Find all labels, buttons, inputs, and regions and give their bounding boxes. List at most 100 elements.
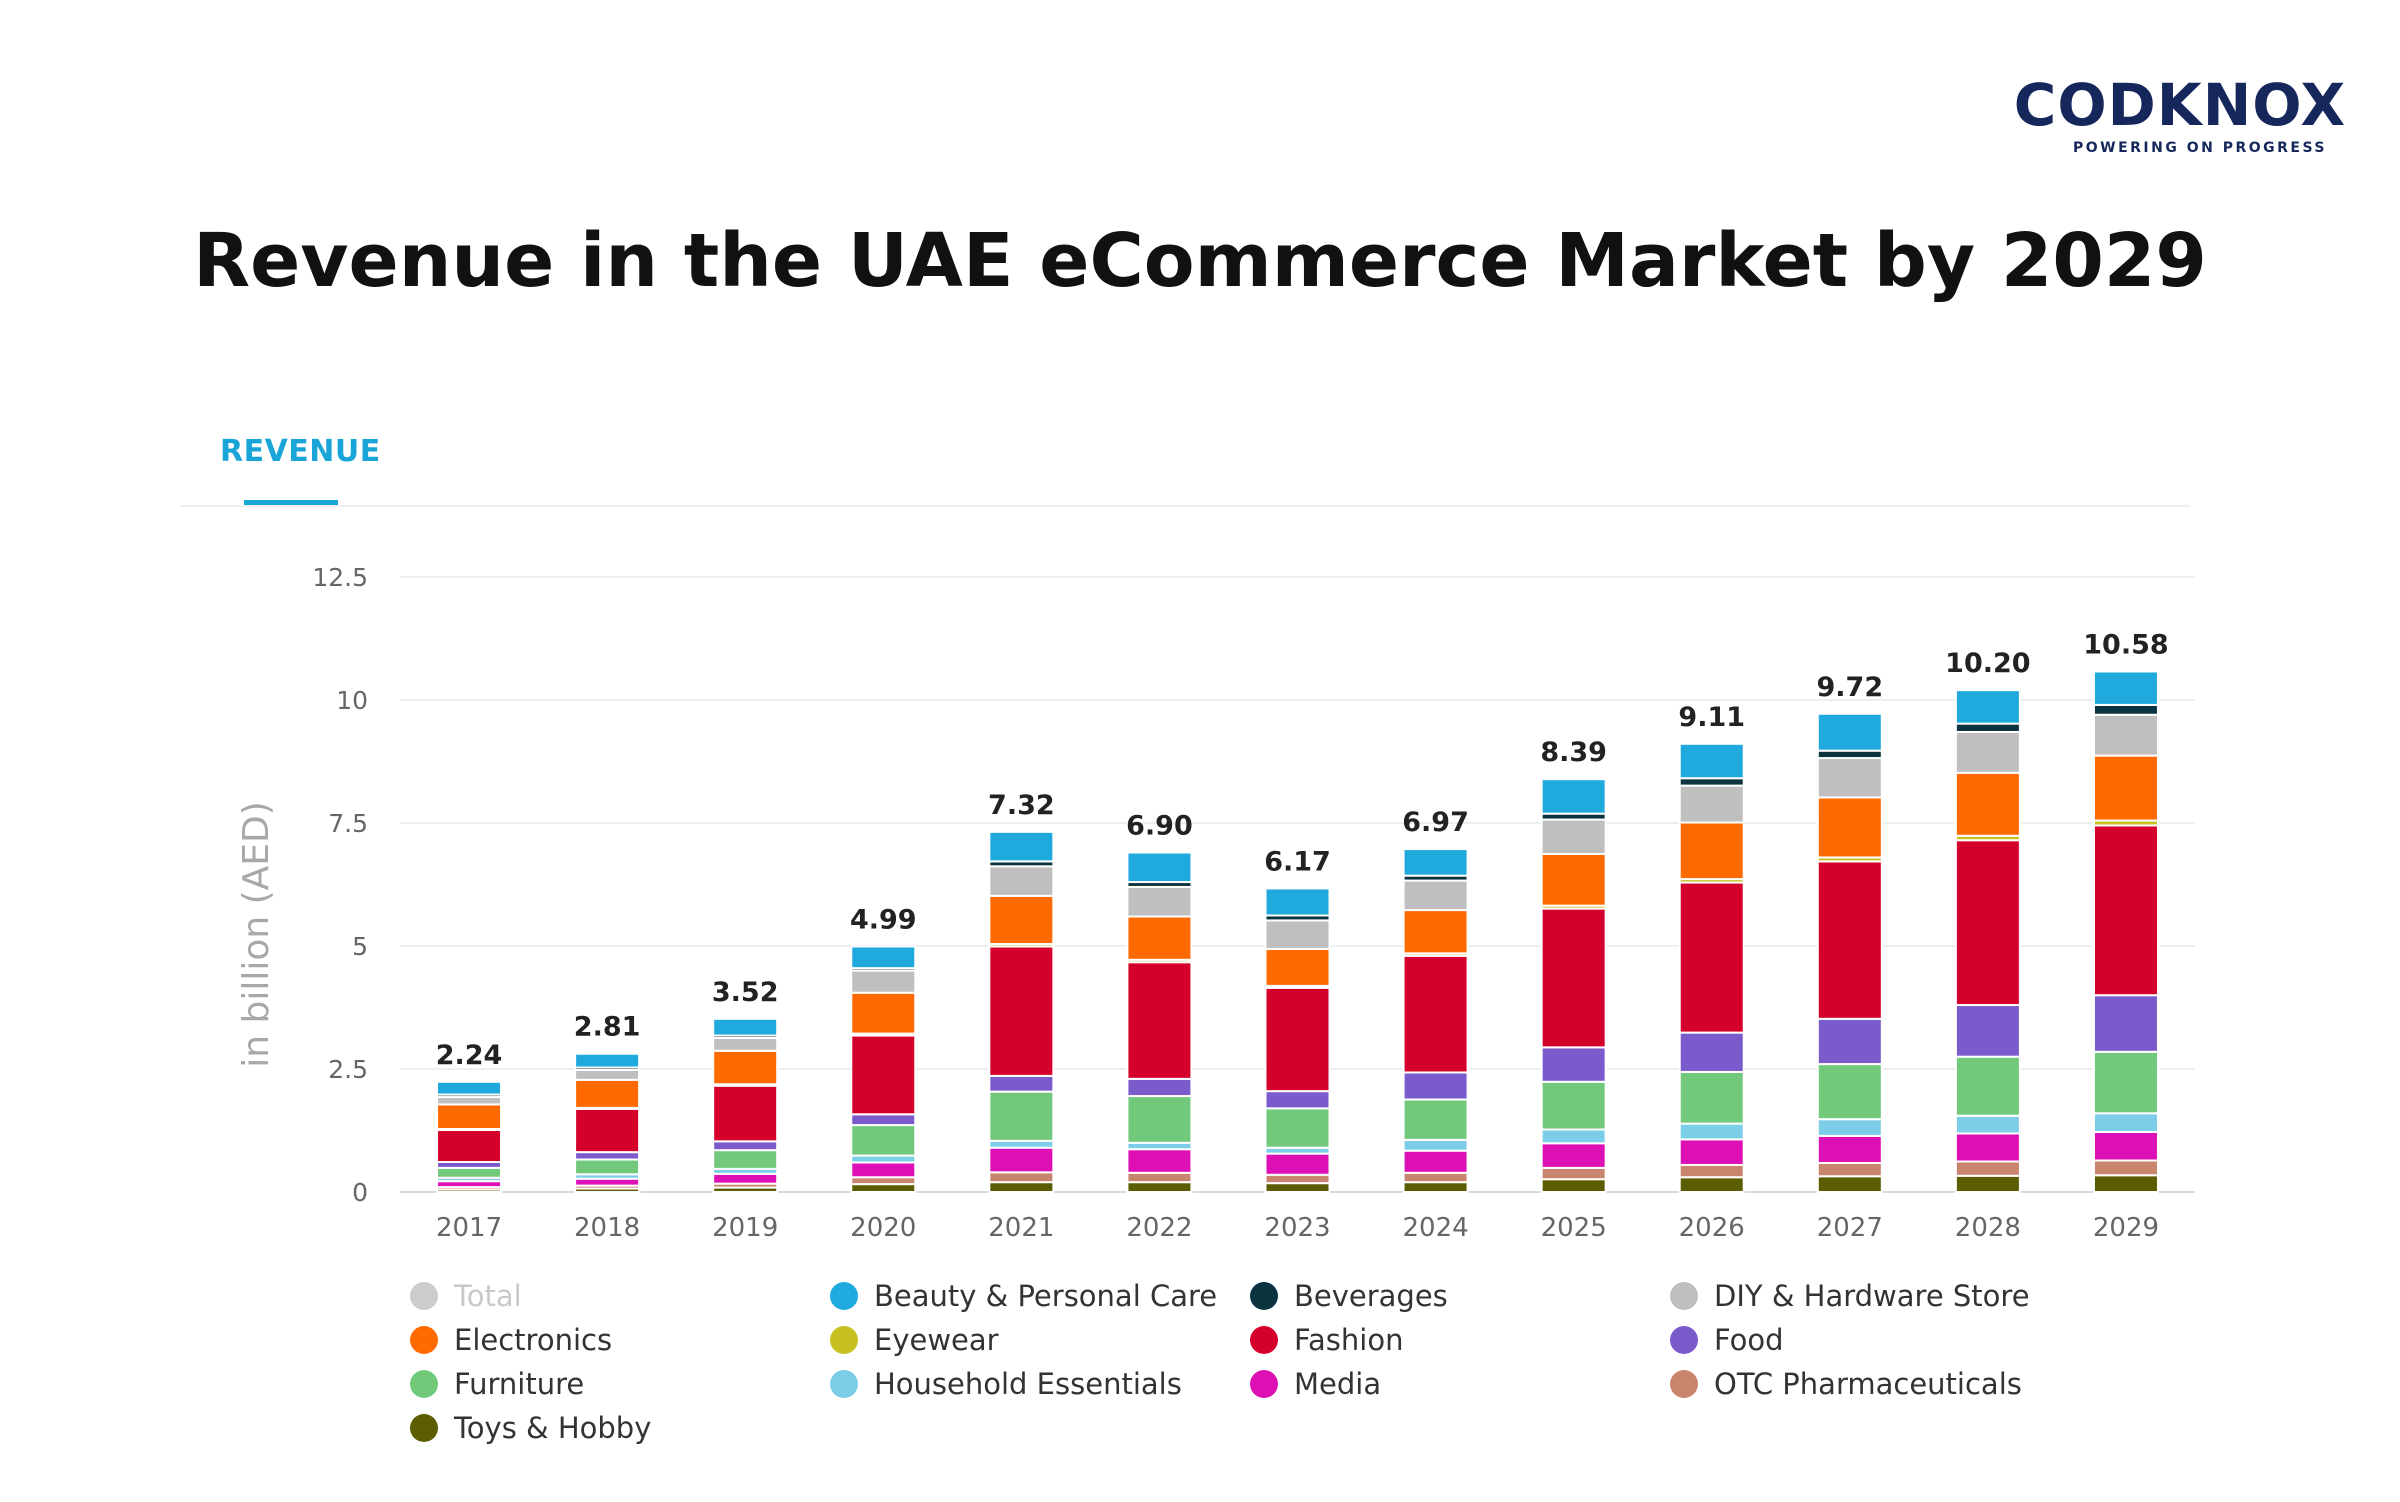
y-tick-label: 7.5 [328,809,368,838]
legend-item[interactable]: Household Essentials [830,1366,1250,1402]
legend-item[interactable]: OTC Pharmaceuticals [1670,1366,2090,1402]
legend-item[interactable]: Furniture [410,1366,830,1402]
bar-segment [2092,1050,2159,1115]
bar-segment [1954,771,2021,837]
bar-segment [2092,670,2159,706]
bar-segment [1954,1004,2021,1058]
legend-item[interactable]: Food [1670,1322,2090,1358]
bar-segment [988,1181,1055,1194]
legend-label: Toys & Hobby [454,1411,652,1445]
legend-item[interactable]: Beauty & Personal Care [830,1278,1250,1314]
bar-segment [1678,881,1745,1034]
bar-segment [850,1124,917,1157]
x-tick-label: 2021 [988,1213,1054,1243]
bar-segment [1402,1181,1469,1194]
bar-segment [574,1052,641,1069]
x-tick-label: 2028 [1955,1213,2021,1243]
bar-segment [1264,1090,1331,1110]
bar-segment [574,1177,641,1187]
bar-segment [1264,919,1331,950]
bar-segment [1954,1174,2021,1194]
legend-swatch [1670,1326,1698,1354]
bar-segment [1816,749,1883,760]
bar-segment [850,1154,917,1164]
y-axis-label: in billion (AED) [236,801,277,1068]
legend-item[interactable]: DIY & Hardware Store [1670,1278,2090,1314]
legend-swatch [1670,1282,1698,1310]
total-data-label: 10.58 [2083,629,2168,660]
legend-item[interactable]: Total [410,1278,830,1314]
legend-swatch [410,1326,438,1354]
legend-item[interactable]: Eyewear [830,1322,1250,1358]
total-data-label: 2.81 [574,1012,641,1043]
bar-segment [988,830,1055,863]
y-tick-label: 12.5 [312,563,368,592]
bar-segment [1126,961,1193,1080]
legend-item[interactable]: Beverages [1250,1278,1670,1314]
total-data-label: 7.32 [988,790,1055,821]
x-tick-label: 2019 [712,1213,778,1243]
bar-segment [1678,784,1745,824]
bar-segment [1402,1138,1469,1152]
legend-label: OTC Pharmaceuticals [1714,1367,2022,1401]
bar-segment [1954,1132,2021,1163]
bar-segment [988,894,1055,946]
legend-label: Food [1714,1323,1784,1357]
bar-segment [1264,1152,1331,1176]
bar-segment [436,1166,503,1179]
bar-segment [1402,1149,1469,1174]
chart-legend: Total Beauty & Personal Care Beverages DIY … [410,1278,2110,1446]
bar-segment [1402,848,1469,877]
total-data-label: 8.39 [1540,737,1607,768]
bar-segment [1540,818,1607,855]
legend-label: Media [1294,1367,1382,1401]
bar-segment [850,1176,917,1186]
bar-segment [2092,824,2159,997]
legend-swatch [830,1326,858,1354]
bar-segment [1816,860,1883,1020]
bar-segment [1816,1134,1883,1164]
bar-segment [436,1103,503,1131]
tab-revenue[interactable]: REVENUE [220,434,381,469]
logo-wordmark: CODKNOX [2013,71,2347,139]
legend-swatch [830,1282,858,1310]
bar-segment [1816,1161,1883,1178]
bar-segment [1402,1171,1469,1184]
bar-segment [850,991,917,1035]
total-data-label: 2.24 [436,1040,503,1071]
bar-segment [1402,954,1469,1074]
bar-segment [2092,994,2159,1053]
x-tick-label: 2025 [1541,1213,1607,1243]
bar-segment [2092,1174,2159,1193]
legend-swatch [1250,1282,1278,1310]
legend-label: Electronics [454,1323,613,1357]
y-tick-label: 2.5 [328,1055,368,1084]
total-data-label: 10.20 [1945,648,2030,679]
bar-segment [1816,796,1883,859]
legend-item[interactable]: Fashion [1250,1322,1670,1358]
bar-segment [712,1084,779,1143]
bar-segment [1126,915,1193,961]
y-tick-label: 5 [352,932,368,961]
total-data-label: 6.90 [1126,811,1193,842]
x-tick-label: 2024 [1402,1213,1468,1243]
bar-segment [1678,1163,1745,1179]
bar-segment [988,1146,1055,1174]
bar-segment [1954,1114,2021,1135]
bar-segment [1678,821,1745,881]
bar-segment [2092,1130,2159,1162]
x-tick-label: 2018 [574,1213,640,1243]
legend-item[interactable]: Toys & Hobby [410,1410,830,1446]
legend-item[interactable]: Electronics [410,1322,830,1358]
bar-segment [1126,1148,1193,1174]
bar-segment [1540,1142,1607,1169]
legend-item[interactable]: Media [1250,1366,1670,1402]
bar-segment [988,865,1055,897]
bar-segment [1954,839,2021,1007]
bar-segment [988,1171,1055,1184]
bar-segment [850,1113,917,1127]
x-tick-label: 2022 [1126,1213,1192,1243]
legend-label: Beauty & Personal Care [874,1279,1218,1313]
legend-swatch [410,1282,438,1310]
